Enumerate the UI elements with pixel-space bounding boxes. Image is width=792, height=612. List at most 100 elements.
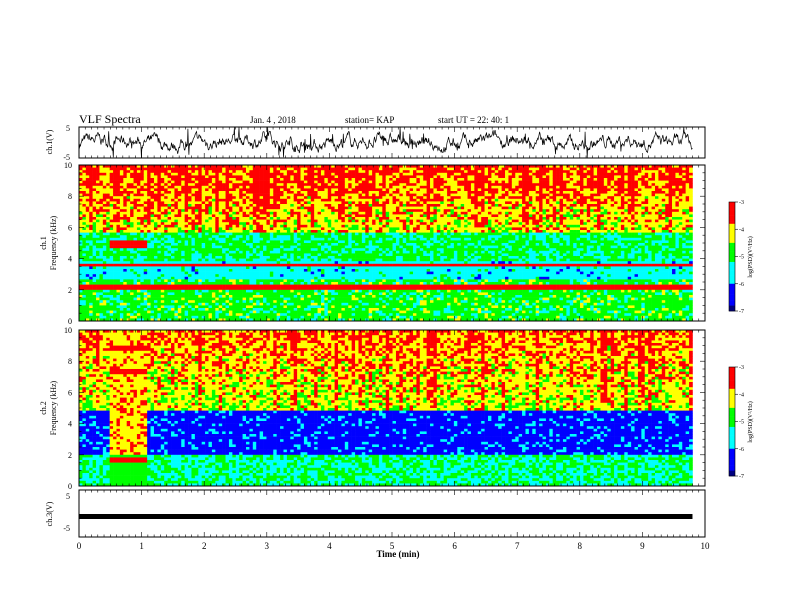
spectrogram-cell [201, 227, 206, 231]
spectrogram-cell [171, 185, 175, 189]
spectrogram-cell [273, 211, 277, 215]
spectrogram-cell [109, 276, 114, 280]
spectrogram-cell [293, 217, 298, 220]
spectrogram-cell [136, 198, 141, 202]
spectrogram-cell [320, 214, 325, 218]
spectrogram-cell [147, 165, 151, 168]
spectrogram-cell [269, 318, 274, 322]
spectrogram-cell [96, 305, 100, 309]
spectrogram-cell [198, 315, 202, 319]
spectrogram-cell [242, 193, 247, 197]
spectrogram-cell [338, 248, 342, 252]
spectrogram-cell [171, 209, 175, 213]
spectrogram-cell [307, 302, 312, 306]
spectrogram-cell [191, 232, 196, 236]
spectrogram-cell [102, 178, 107, 181]
spectrogram-cell [194, 211, 199, 215]
spectrogram-cell [99, 313, 104, 317]
spectrogram-cell [218, 232, 223, 236]
spectrogram-cell [293, 183, 298, 187]
spectrogram-cell [307, 258, 312, 262]
spectrogram-cell [290, 289, 295, 293]
spectrogram-cell [143, 185, 148, 189]
spectrogram-cell [280, 198, 284, 202]
spectrogram-cell [256, 284, 260, 288]
spectrogram-cell [184, 284, 189, 288]
spectrogram-cell [300, 261, 305, 265]
spectrogram-cell [188, 240, 192, 244]
spectrogram-cell [303, 269, 308, 272]
spectrogram-cell [225, 175, 230, 179]
spectrogram-cell [167, 258, 172, 262]
spectrogram-cell [286, 206, 291, 210]
spectrogram-cell [96, 180, 100, 184]
spectrogram-cell [150, 232, 155, 236]
spectrogram-cell [113, 284, 117, 288]
spectrogram-cell [320, 191, 325, 194]
spectrogram-cell [123, 313, 128, 317]
spectrogram-cell [96, 183, 100, 187]
spectrogram-cell [106, 191, 110, 194]
spectrogram-cell [82, 204, 87, 207]
spectrogram-cell [106, 222, 110, 226]
spectrogram-cell [102, 310, 107, 314]
spectrogram-cell [167, 313, 172, 317]
spectrogram-cell [106, 201, 110, 205]
spectrogram-cell [290, 297, 295, 301]
spectrogram-cell [239, 269, 243, 272]
spectrogram-cell [92, 237, 97, 241]
spectrogram-cell [99, 318, 104, 322]
spectrogram-cell [280, 232, 284, 236]
spectrogram-cell [99, 300, 104, 304]
spectrogram-cell [331, 235, 335, 239]
spectrogram-cell [283, 214, 288, 218]
spectrogram-cell [259, 308, 264, 311]
spectrogram-cell [133, 183, 138, 187]
spectrogram-cell [246, 209, 250, 213]
spectrogram-cell [136, 266, 141, 270]
spectrogram-cell [215, 289, 220, 293]
spectrogram-cell [126, 201, 131, 205]
spectrogram-cell [147, 232, 151, 236]
spectrogram-cell [171, 266, 175, 270]
spectrogram-cell [327, 175, 332, 179]
spectrogram-cell [184, 183, 189, 187]
spectrogram-cell [194, 297, 199, 301]
spectrogram-cell [211, 196, 216, 200]
spectrogram-cell [99, 250, 104, 254]
spectrogram-cell [317, 243, 322, 246]
spectrogram-cell [269, 224, 274, 228]
spectrogram-cell [194, 318, 199, 322]
spectrogram-cell [320, 201, 325, 205]
spectrogram-cell [123, 310, 128, 314]
spectrogram-cell [286, 219, 291, 223]
spectrogram-cell [153, 185, 158, 189]
spectrogram-cell [252, 230, 257, 233]
spectrogram-cell [123, 204, 128, 207]
spectrogram-cell [89, 315, 93, 319]
spectrogram-cell [177, 250, 182, 254]
spectrogram-cell [266, 282, 271, 285]
spectrogram-cell [160, 232, 165, 236]
spectrogram-cell [116, 269, 121, 272]
spectrogram-cell [102, 282, 107, 285]
spectrogram-cell [242, 219, 247, 223]
spectrogram-cell [303, 209, 308, 213]
spectrogram-cell [331, 193, 335, 197]
spectrogram-cell [276, 240, 281, 244]
spectrogram-cell [133, 263, 138, 267]
spectrogram-cell [225, 253, 230, 257]
spectrogram-cell [249, 284, 254, 288]
spectrogram-cell [324, 224, 329, 228]
spectrogram-cell [164, 292, 168, 296]
spectrogram-cell [215, 185, 220, 189]
spectrogram-cell [133, 167, 138, 171]
spectrogram-cell [99, 172, 104, 176]
spectrogram-cell [252, 315, 257, 319]
spectrogram-cell [92, 250, 97, 254]
spectrogram-cell [228, 248, 233, 252]
spectrogram-cell [191, 227, 196, 231]
spectrogram-cell [314, 232, 318, 236]
spectrogram-cell [320, 305, 325, 309]
spectrogram-cell [116, 253, 121, 257]
